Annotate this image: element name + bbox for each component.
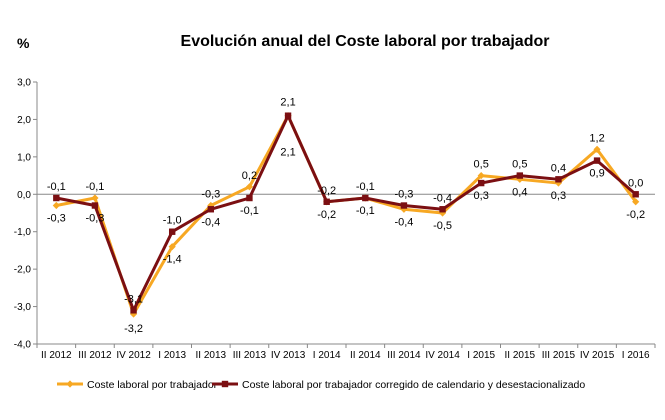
- legend-marker-2: [221, 380, 229, 388]
- x-tick-label: II 2012: [41, 350, 72, 361]
- series-2-point: [323, 198, 330, 205]
- x-tick-label: I 2015: [467, 350, 495, 361]
- series-2-data-label: -0,4: [433, 192, 452, 204]
- x-tick-label: I 2016: [622, 350, 650, 361]
- series-2-data-label: 0,9: [589, 168, 604, 180]
- legend-label-2: Coste laboral por trabajador corregido d…: [242, 379, 585, 391]
- series-1-data-label: -0,4: [394, 216, 413, 228]
- series-2-data-label: -1,0: [163, 215, 182, 227]
- series-2-point: [516, 172, 524, 179]
- series-2-point: [246, 194, 253, 202]
- y-unit-label: %: [17, 35, 30, 51]
- series-2-point: [555, 176, 562, 183]
- series-1-point: [632, 198, 640, 206]
- series-2-data-label: -0,2: [317, 209, 336, 221]
- x-tick-label: II 2015: [505, 350, 536, 361]
- x-tick-label: II 2013: [196, 350, 227, 361]
- series-1-point: [245, 183, 254, 191]
- y-tick-label: -4,0: [14, 340, 32, 351]
- x-tick-label: IV 2013: [271, 350, 306, 361]
- y-tick-label: -1,0: [14, 227, 32, 238]
- y-tick-label: 1,0: [17, 152, 31, 163]
- series-1-point: [52, 201, 60, 210]
- series-2-data-label: -0,3: [85, 213, 104, 225]
- series-2-data-label: 0,0: [628, 177, 643, 189]
- x-tick-label: IV 2012: [116, 350, 151, 361]
- series-2-point: [439, 206, 446, 213]
- y-tick-label: 2,0: [17, 115, 31, 126]
- series-1-data-label: 0,4: [512, 186, 527, 198]
- series-1-data-label: -3,2: [124, 323, 143, 335]
- series-2-point: [593, 157, 601, 164]
- series-1-data-label: 0,2: [242, 170, 257, 182]
- y-tick-label: 0,0: [17, 190, 31, 201]
- series-1-data-label: -0,5: [433, 220, 452, 232]
- series-1-point: [168, 243, 176, 251]
- series-2-data-label: -0,1: [240, 205, 259, 217]
- series-2-point: [91, 202, 99, 209]
- series-1-data-label: -0,1: [85, 181, 104, 193]
- data-labels: -0,3 -0,1 -0,1 -0,3 -3,2 -3,1 -1,4 -1,0 -0,3 -0,4…: [47, 97, 645, 335]
- series-1-data-label: 2,1: [280, 97, 295, 109]
- series-2-point: [400, 202, 408, 209]
- legend-marker-1: [66, 380, 74, 388]
- x-tick-label: IV 2015: [580, 350, 615, 361]
- series-1-data-label: 0,5: [474, 159, 489, 171]
- series-1-data-label: -0,2: [317, 185, 336, 197]
- x-tick-label: IV 2014: [425, 350, 460, 361]
- legend: Coste laboral por trabajador Coste labora…: [57, 379, 585, 391]
- x-tick-label: III 2015: [542, 350, 576, 361]
- y-tick-label: 3,0: [17, 78, 31, 89]
- series-2-point: [477, 179, 485, 187]
- series-2-data-label: 0,3: [474, 190, 489, 202]
- series-2-data-label: -0,3: [394, 189, 413, 201]
- series-1-data-label: -0,3: [201, 189, 220, 201]
- series-2-point: [632, 191, 639, 198]
- series-1-point: [91, 194, 99, 202]
- x-tick-label: I 2014: [313, 350, 341, 361]
- series-2-point: [284, 112, 292, 119]
- series-1-data-label: -0,1: [356, 181, 375, 193]
- series-1-data-label: 1,2: [589, 132, 604, 144]
- series-2-point: [362, 194, 369, 202]
- series-1-data-label: 0,3: [551, 190, 566, 202]
- series-1-point: [477, 171, 485, 180]
- series-2-data-label: -3,1: [124, 293, 143, 305]
- series-2-point: [130, 307, 137, 314]
- series-2-point: [168, 228, 176, 235]
- series-1-point: [593, 145, 601, 153]
- series-2-data-label: -0,4: [201, 216, 220, 228]
- y-tick-label: -2,0: [14, 265, 32, 276]
- x-tick-label: III 2013: [233, 350, 267, 361]
- legend-label-1: Coste laboral por trabajador: [87, 379, 218, 391]
- series-line-2: [56, 114, 637, 312]
- x-tick-label: II 2014: [350, 350, 381, 361]
- series-2-data-label: 0,4: [551, 162, 566, 174]
- series-layer: [52, 112, 640, 318]
- series-2-point: [53, 194, 60, 202]
- series-line-1: [56, 114, 637, 316]
- series-2-data-label: 0,5: [512, 159, 527, 171]
- axes: 3,0 2,0 1,0 0,0 -1,0 -2,0 -3,0 -4,0 II 2012 III 2…: [14, 78, 656, 361]
- y-tick-label: -3,0: [14, 302, 32, 313]
- series-1-data-label: -1,4: [163, 254, 182, 266]
- series-2-data-label: -0,1: [47, 181, 66, 193]
- series-1-data-label: -0,2: [626, 209, 645, 221]
- series-1-data-label: -0,3: [47, 213, 66, 225]
- chart-title: Evolución anual del Coste laboral por tr…: [181, 33, 550, 50]
- series-2-point: [207, 206, 215, 213]
- series-2-data-label: -0,1: [356, 205, 375, 217]
- x-tick-label: I 2013: [158, 350, 186, 361]
- x-tick-label: III 2014: [387, 350, 421, 361]
- x-tick-label: III 2012: [78, 350, 112, 361]
- series-2-data-label: 2,1: [280, 147, 295, 159]
